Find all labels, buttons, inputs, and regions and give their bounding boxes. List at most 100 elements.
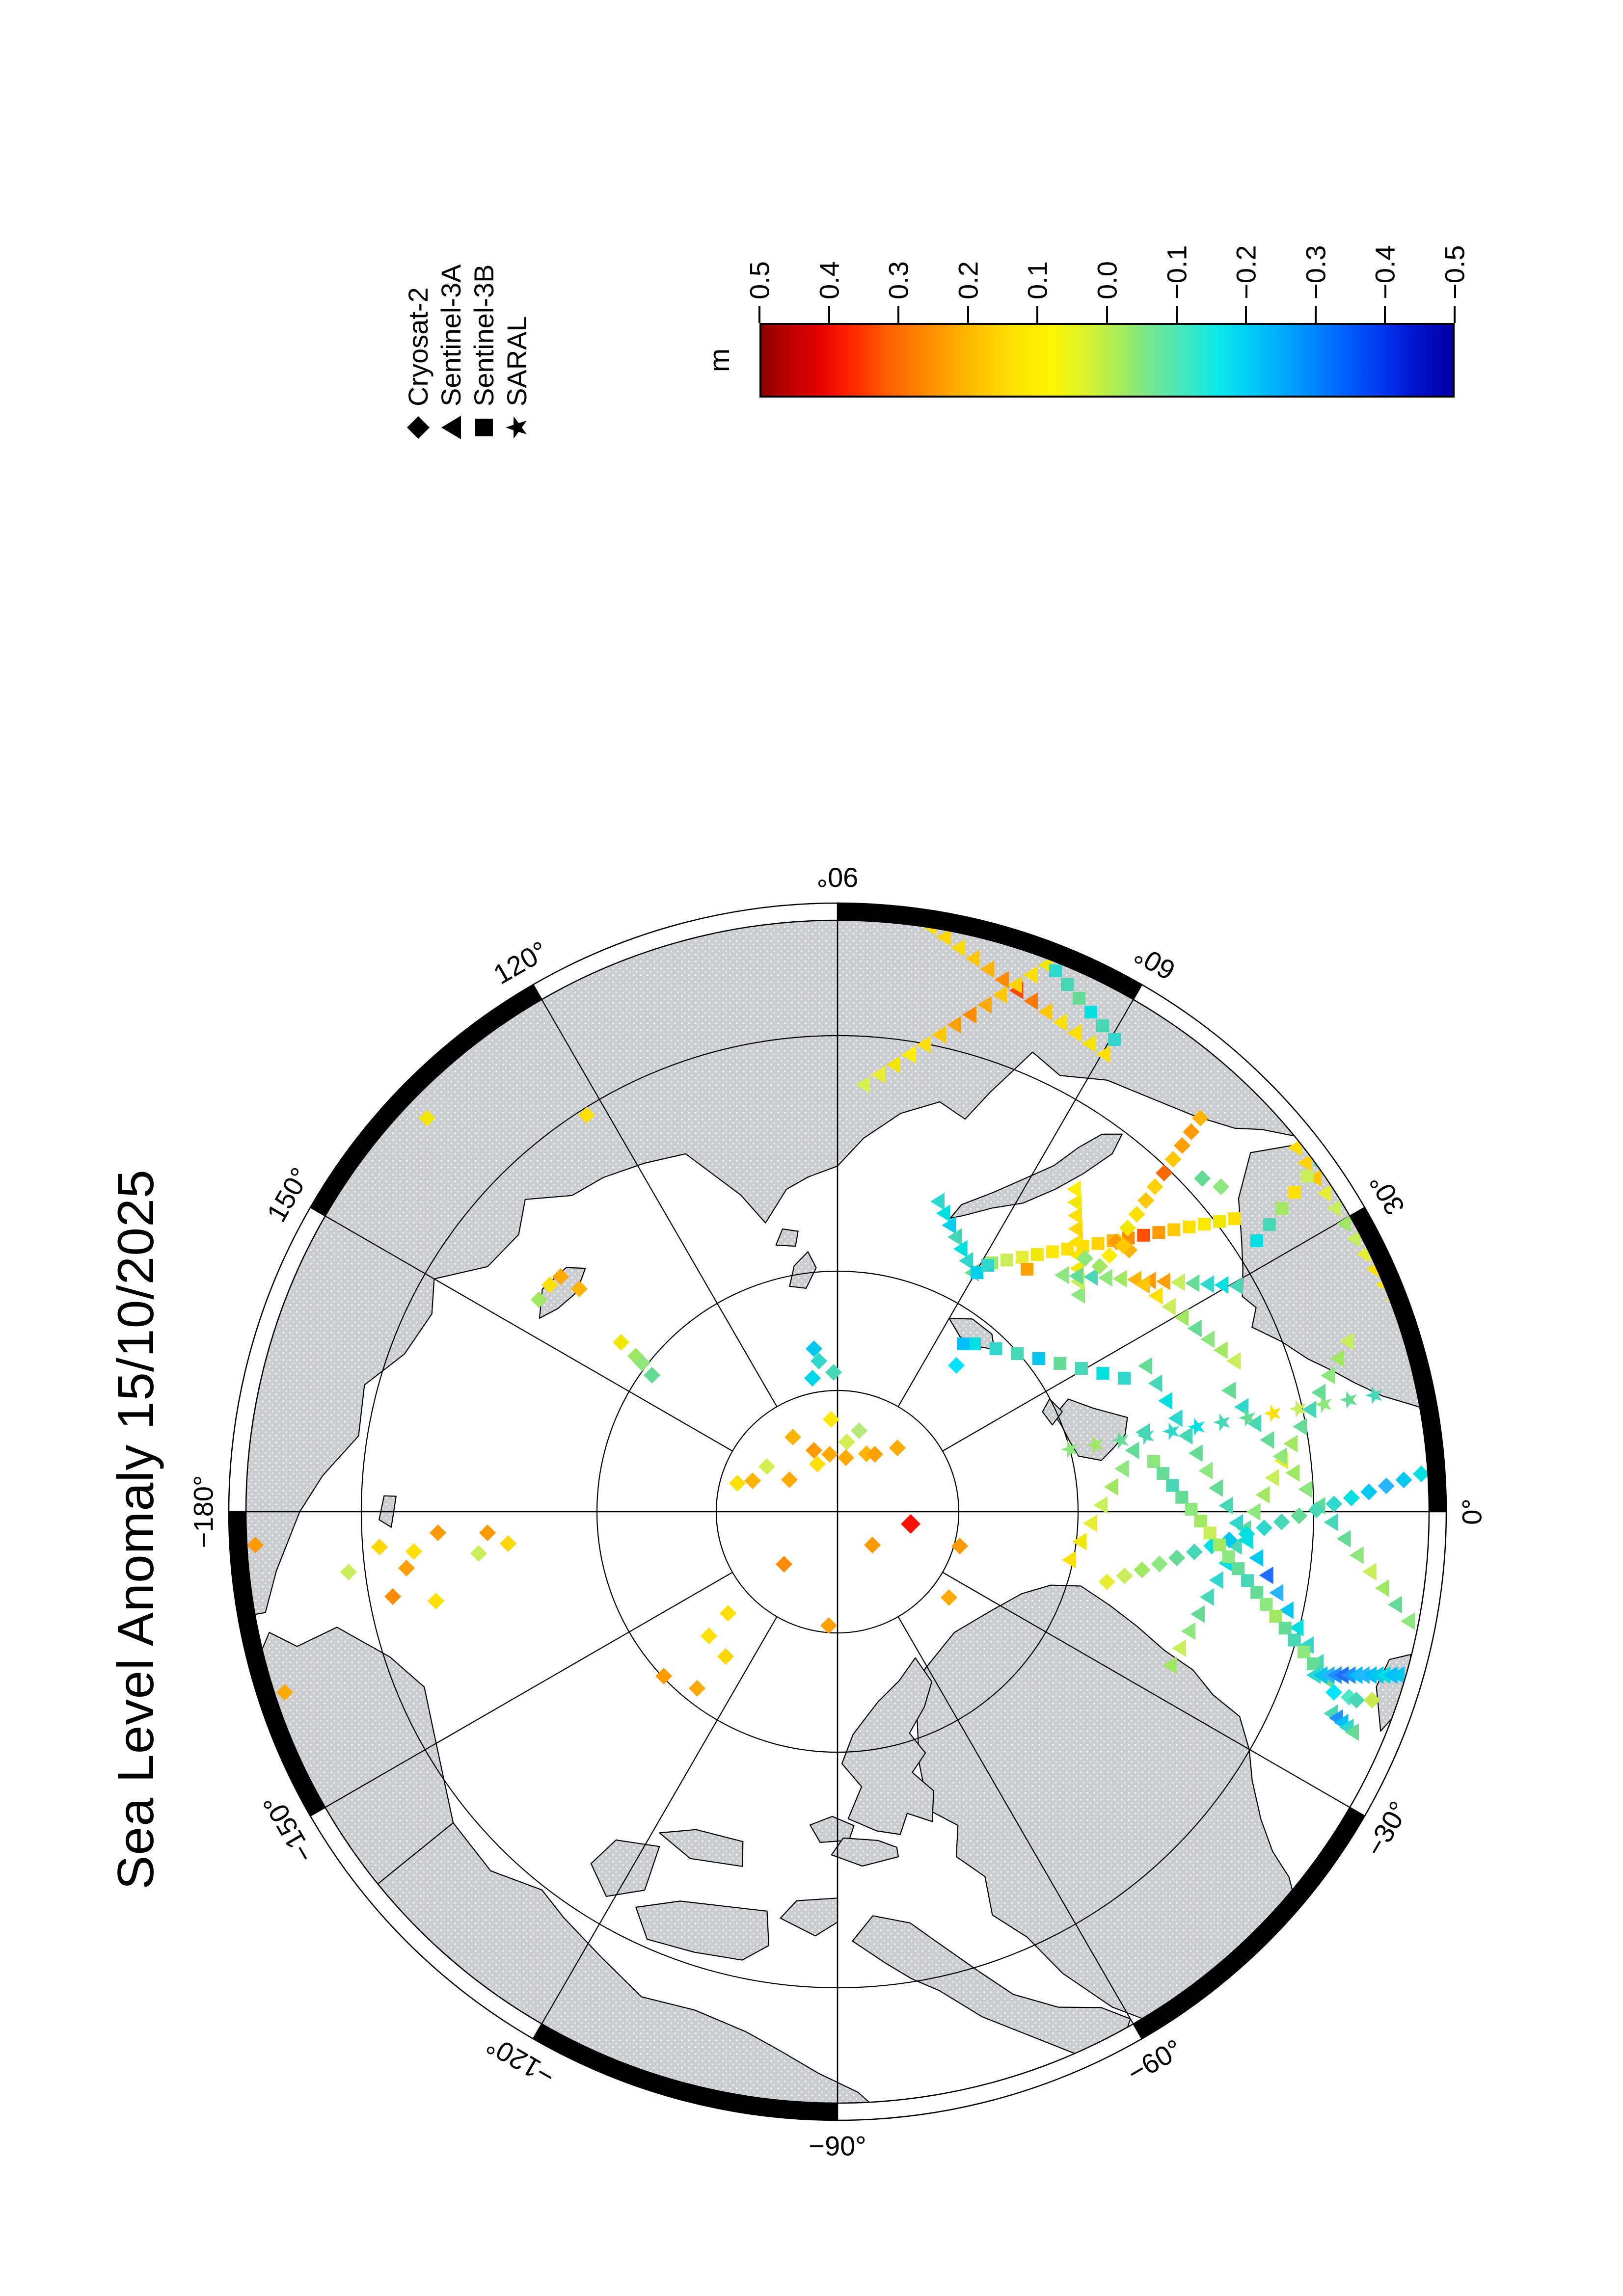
triangle-marker (1114, 1460, 1129, 1478)
star-marker (1137, 1427, 1154, 1445)
square-icon (475, 419, 493, 436)
square-marker (1250, 1586, 1264, 1599)
legend-row-cryosat2: Cryosat-2 (402, 264, 434, 442)
triangle-marker (1158, 1392, 1173, 1410)
diamond-marker (1099, 1574, 1115, 1590)
triangle-marker (1298, 1480, 1313, 1498)
triangle-marker (947, 1228, 962, 1246)
landmass-novaya-zemlya (949, 1133, 1123, 1219)
triangle-marker (1148, 1374, 1163, 1392)
triangle-marker (1269, 1584, 1284, 1602)
diamond-marker (644, 1367, 660, 1384)
triangle-marker (1067, 1180, 1081, 1198)
meridian-line (942, 1215, 1351, 1452)
diamond-marker (811, 1353, 827, 1369)
landmass-devon (831, 1837, 899, 1867)
track-egreenland-chain (1324, 1705, 1359, 1741)
legend-row-saral: SARAL (500, 264, 533, 442)
triangle-marker (1038, 956, 1053, 974)
triangle-marker (1024, 992, 1038, 1010)
diamond-marker (571, 1281, 588, 1297)
triangle-marker (994, 971, 1009, 989)
triangle-marker (1349, 1546, 1364, 1564)
star-marker (1289, 1400, 1306, 1418)
square-marker (1250, 1234, 1263, 1247)
triangle-marker (962, 1006, 976, 1024)
square-marker (1213, 1215, 1226, 1228)
diamond-marker (1168, 1549, 1186, 1567)
diamond-marker (1343, 1489, 1360, 1506)
meridian-label-90: 90° (817, 862, 859, 893)
diamond-marker (806, 1340, 822, 1357)
triangle-marker (1327, 1200, 1341, 1217)
diamond-marker (1116, 1567, 1133, 1584)
triangle-marker (1185, 1274, 1200, 1292)
triangle-marker (1038, 1003, 1053, 1021)
landmass-victoria (635, 1900, 770, 1961)
diamond-marker (1238, 1525, 1255, 1543)
square-marker (1297, 1645, 1310, 1658)
triangle-marker (1082, 1035, 1096, 1053)
square-marker (957, 1337, 970, 1350)
triangle-marker (1347, 1230, 1361, 1248)
diamond-marker (951, 1538, 968, 1554)
diamond-marker (689, 1680, 705, 1697)
meridian-label-0: 0° (1457, 1498, 1488, 1525)
triangle-marker (1302, 1400, 1317, 1418)
triangle-marker (1098, 1269, 1112, 1287)
triangle-marker (1330, 1349, 1345, 1367)
diamond-marker (758, 1458, 775, 1475)
triangle-marker (942, 1216, 956, 1234)
triangle-marker (1265, 1468, 1279, 1487)
square-marker (1147, 1455, 1160, 1468)
map-frame-ring (228, 902, 1447, 2121)
meridian-line (897, 999, 1134, 1407)
square-marker (1300, 1170, 1314, 1183)
diamond-marker (729, 1475, 746, 1492)
triangle-marker (1174, 1308, 1189, 1327)
track-barents-green-s (1055, 1266, 1243, 1295)
triangle-icon (441, 416, 461, 439)
triangle-marker (977, 996, 992, 1014)
triangle-marker (1178, 1427, 1193, 1445)
meridian-label--90: −90° (809, 2131, 866, 2162)
square-marker (1032, 1352, 1045, 1365)
diamond-marker (1183, 1123, 1200, 1140)
track-kara-2 (856, 956, 1053, 1094)
graticule (246, 921, 1429, 2103)
triangle-marker (856, 1076, 870, 1094)
square-marker (1307, 1657, 1320, 1670)
diamond-marker (371, 1539, 388, 1555)
triangle-marker (1023, 966, 1037, 984)
diamond-marker (1378, 1477, 1395, 1495)
diamond-marker (1308, 1501, 1325, 1519)
square-marker (1096, 1367, 1109, 1380)
triangle-marker (980, 960, 995, 978)
diamond-marker (247, 1537, 264, 1553)
triangle-marker (1279, 1601, 1294, 1619)
star-marker (1340, 1391, 1357, 1409)
diamond-marker (1091, 1258, 1108, 1275)
diamond-marker (541, 1277, 558, 1293)
triangle-marker (1093, 1496, 1108, 1514)
diamond-marker (1325, 1495, 1343, 1513)
track-fram-4 (1099, 1466, 1429, 1590)
meridian-line (541, 999, 778, 1407)
triangle-marker (1138, 1357, 1152, 1375)
diamond-marker (1291, 1507, 1308, 1524)
square-marker (1194, 1515, 1207, 1528)
square-marker (1166, 1479, 1179, 1492)
square-marker (1061, 1242, 1074, 1255)
diamond-marker (1146, 1178, 1163, 1195)
diamond-marker (578, 1107, 595, 1123)
square-marker (1263, 1218, 1276, 1231)
triangle-marker (1218, 1496, 1233, 1515)
triangle-marker (1199, 1275, 1214, 1293)
diamond-marker (1348, 1692, 1365, 1709)
triangle-marker (1208, 1479, 1223, 1497)
triangle-marker (1187, 1319, 1202, 1337)
diamond-marker (825, 1364, 842, 1381)
square-marker (1198, 1218, 1211, 1231)
triangle-marker (1200, 1330, 1215, 1348)
